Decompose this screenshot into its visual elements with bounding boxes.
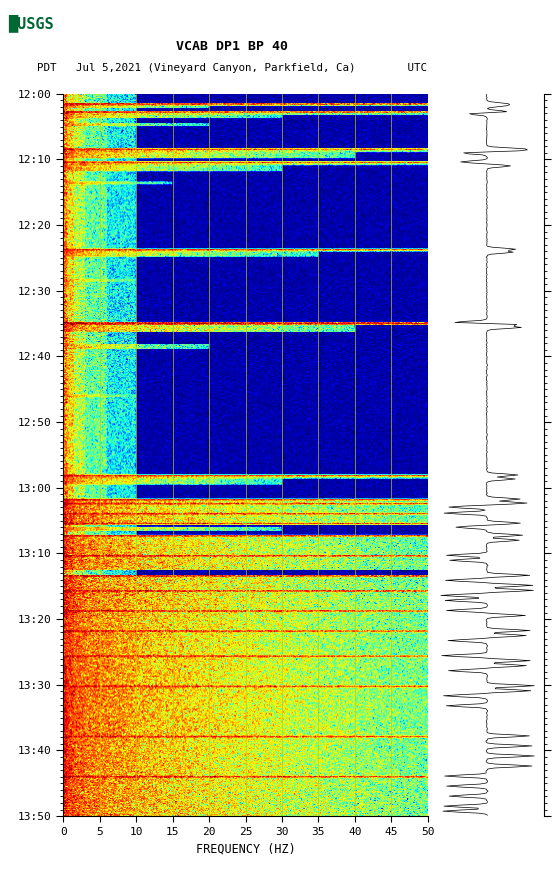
X-axis label: FREQUENCY (HZ): FREQUENCY (HZ) [195, 842, 295, 855]
Text: PDT   Jul 5,2021 (Vineyard Canyon, Parkfield, Ca)        UTC: PDT Jul 5,2021 (Vineyard Canyon, Parkfie… [37, 62, 427, 73]
Text: █USGS: █USGS [8, 14, 54, 32]
Text: VCAB DP1 BP 40: VCAB DP1 BP 40 [176, 40, 288, 53]
